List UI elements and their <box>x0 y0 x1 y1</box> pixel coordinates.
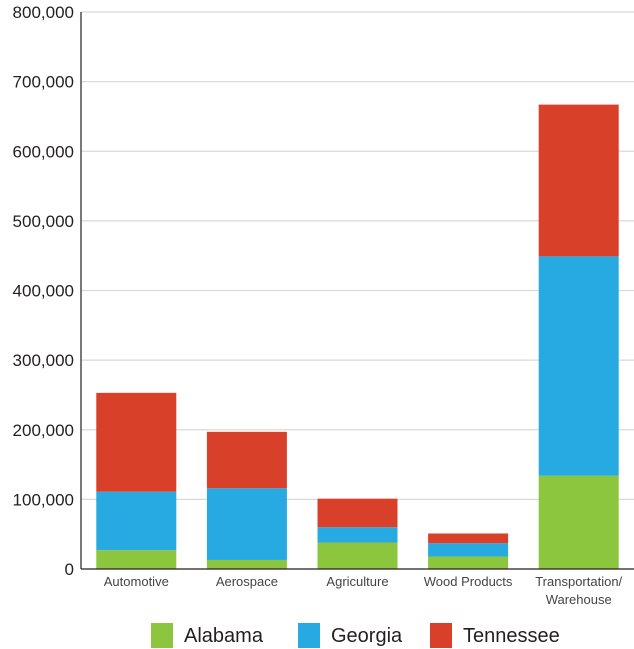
y-tick-label: 500,000 <box>13 212 74 231</box>
y-tick-label: 800,000 <box>13 3 74 22</box>
bar-segment-georgia <box>317 527 398 543</box>
legend-label-alabama: Alabama <box>184 625 264 647</box>
bar-segment-alabama <box>206 559 287 569</box>
x-tick-label: Automotive <box>104 574 169 589</box>
bar-segment-georgia <box>428 543 509 557</box>
bar-segment-tennessee <box>538 104 619 257</box>
y-tick-label: 600,000 <box>13 142 74 161</box>
legend-label-georgia: Georgia <box>331 625 403 647</box>
y-tick-label: 200,000 <box>13 421 74 440</box>
legend-label-tennessee: Tennessee <box>463 625 560 647</box>
bar-segment-tennessee <box>96 392 177 492</box>
bar-segment-alabama <box>428 556 509 569</box>
x-tick-label: Transportation/Warehouse <box>535 574 622 607</box>
y-tick-labels: 0 100,000 200,000 300,000 400,000 500,000 600,… <box>13 3 74 579</box>
bar-segment-tennessee <box>206 431 287 489</box>
y-tick-label: 300,000 <box>13 351 74 370</box>
bar-segment-georgia <box>206 488 287 560</box>
bar-segment-georgia <box>538 256 619 476</box>
y-tick-label: 0 <box>65 560 74 579</box>
y-tick-label: 100,000 <box>13 490 74 509</box>
axes <box>80 12 634 570</box>
legend-swatch-tennessee <box>430 623 452 648</box>
legend-swatch-alabama <box>151 623 173 648</box>
bars <box>96 104 619 569</box>
bar-segment-tennessee <box>428 533 509 544</box>
legend-swatch-georgia <box>298 623 320 648</box>
x-tick-label: Wood Products <box>424 574 513 589</box>
x-tick-labels: Automotive Aerospace Agriculture Wood Produ… <box>104 574 623 607</box>
bar-segment-alabama <box>317 542 398 569</box>
bar-segment-alabama <box>96 550 177 569</box>
y-tick-label: 700,000 <box>13 73 74 92</box>
x-tick-label: Aerospace <box>216 574 278 589</box>
bar-segment-tennessee <box>317 498 398 528</box>
x-tick-label: Agriculture <box>326 574 388 589</box>
y-tick-label: 400,000 <box>13 282 74 301</box>
bar-segment-alabama <box>538 475 619 569</box>
bar-segment-georgia <box>96 491 177 551</box>
legend: Alabama Georgia Tennessee <box>151 623 560 648</box>
